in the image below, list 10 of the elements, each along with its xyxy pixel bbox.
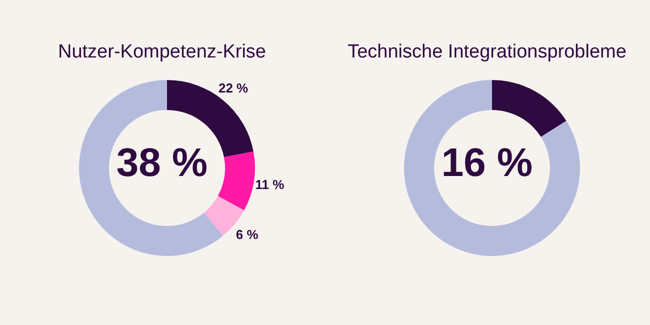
donut-slice	[218, 152, 255, 210]
text: 38 %	[116, 141, 208, 185]
donut-slice	[492, 80, 566, 137]
data-label: 22 %	[218, 80, 249, 96]
text: 16 %	[441, 141, 533, 185]
data-label: 6 %	[236, 226, 259, 242]
chart-title: Technische Integrationsprobleme	[348, 42, 626, 62]
chart-title: Nutzer-Kompetenz-Krise	[58, 42, 266, 62]
data-label: 11 %	[255, 176, 285, 192]
donut-slice	[404, 80, 580, 256]
